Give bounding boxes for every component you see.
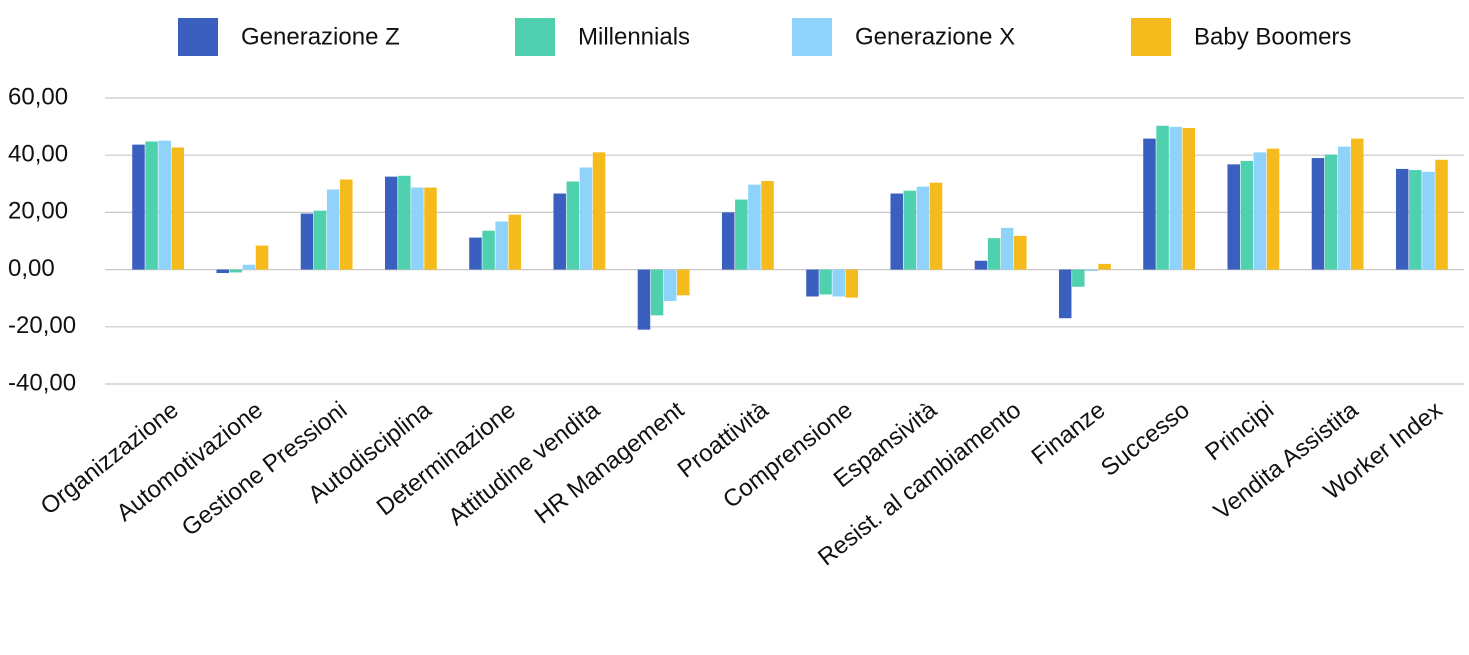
bar [1409,170,1422,270]
x-tick-label: Principi [1200,396,1279,466]
bar [650,269,664,316]
bar [255,245,269,270]
bar [495,221,508,270]
y-tick-label: -20,00 [8,312,76,339]
bar [748,184,761,270]
bar [663,269,677,302]
bar [677,269,690,296]
bar [553,193,566,270]
bar [158,140,171,270]
legend-label: Generazione X [855,23,1015,50]
bar [637,269,651,330]
bar [592,152,606,270]
bar [903,190,917,270]
legend-swatch [792,18,832,56]
bar [171,147,185,270]
bar [508,214,522,270]
y-tick-label: -40,00 [8,369,76,396]
bar [1435,159,1448,270]
bar [229,269,243,273]
bar [1058,269,1072,319]
legend-label: Millennials [578,23,690,50]
bar [890,193,903,270]
y-tick-label: 20,00 [8,198,68,225]
bar [300,213,314,270]
legend-swatch [515,18,555,56]
bar [761,180,774,270]
bar [1000,227,1014,270]
bar [1156,125,1169,270]
bar [1143,138,1156,270]
bar [1395,168,1409,270]
x-tick-label: HR Management [530,396,690,529]
x-tick-label: Attitudine vendita [443,396,605,531]
bar [579,167,593,270]
x-tick-label: Organizzazione [36,396,184,520]
bar [340,179,353,270]
y-tick-label: 40,00 [8,141,68,168]
bar [845,269,859,298]
bar [1085,269,1098,272]
bar [1337,146,1351,270]
bar [1311,158,1325,270]
x-tick-label: Automotivazione [112,396,268,527]
bar [1227,164,1240,270]
bar [326,189,340,270]
bar [1324,154,1338,270]
x-tick-label: Vendita Assistita [1209,396,1364,525]
bar [313,210,327,270]
bar [1098,263,1111,270]
legend-swatch [178,18,218,56]
bar [806,269,819,297]
bar [216,269,229,274]
bar [132,144,145,270]
bar [242,264,256,270]
bar [1240,160,1254,270]
bar [1072,269,1085,287]
bar [566,181,580,270]
bar [819,269,832,295]
y-tick-label: 60,00 [8,83,68,110]
bar [929,182,943,270]
x-tick-label: Determinazione [372,396,521,521]
legend-label: Generazione Z [241,23,400,50]
legend-label: Baby Boomers [1194,23,1351,50]
bar [916,186,930,270]
y-tick-label: 0,00 [8,255,55,282]
bar [987,238,1001,270]
bar [832,269,845,297]
bar [398,175,411,270]
bar [424,187,437,270]
bar [411,187,424,270]
bar [469,237,482,270]
bar [735,199,748,270]
bar [1422,171,1435,270]
bar [974,260,988,270]
bar [384,176,398,270]
bar [482,230,495,270]
x-tick-label: Successo [1096,396,1195,481]
bar [1351,138,1364,270]
bar [1266,148,1280,270]
bar [721,212,735,270]
bar [1014,235,1027,270]
bar [1182,128,1196,270]
bar [145,141,158,270]
bar [1253,152,1267,270]
bar [1169,126,1182,270]
legend-swatch [1131,18,1171,56]
